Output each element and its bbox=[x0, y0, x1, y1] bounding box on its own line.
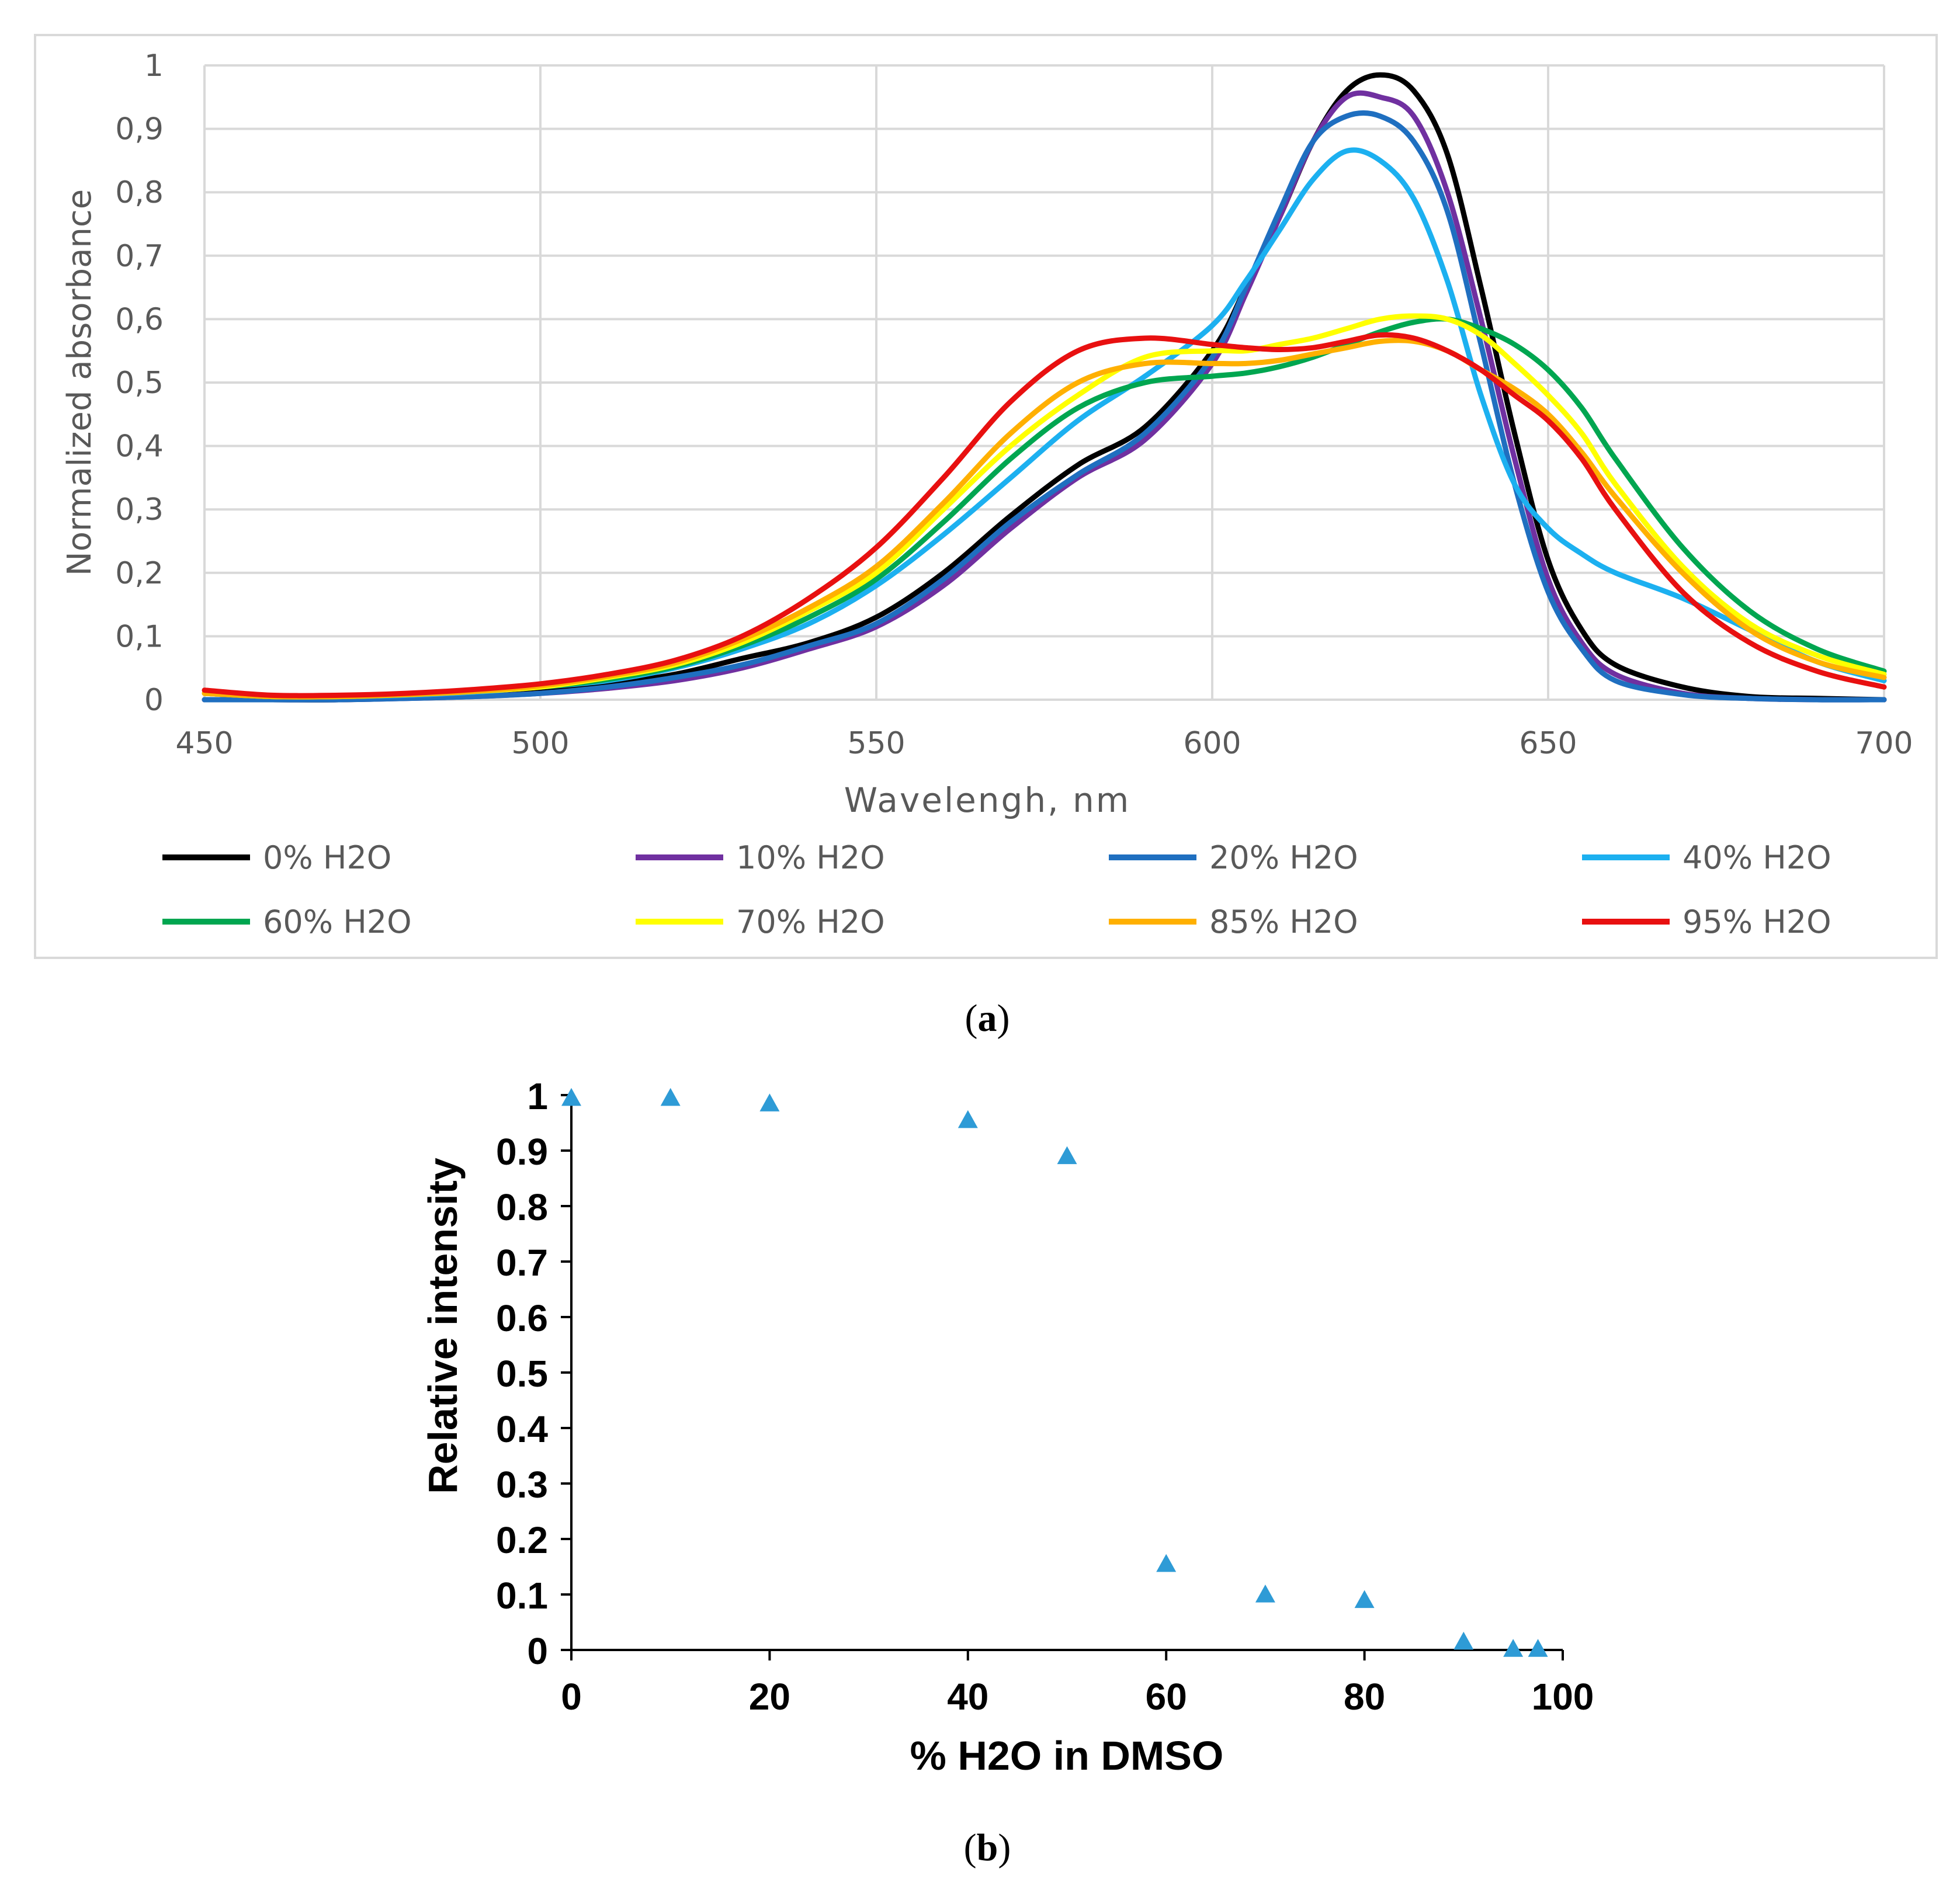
legend-label-10-h2o: 10% H2O bbox=[736, 839, 885, 876]
chart-b-y-tick-label: 0.2 bbox=[496, 1519, 548, 1561]
chart-a-x-axis-title: Wavelengh, nm bbox=[844, 780, 1130, 820]
chart-b-y-ticks: 0 0.1 0.2 0.3 0.4 0.5 0.6 0.7 0.8 0.9 1 bbox=[496, 1075, 571, 1672]
chart-b-y-tick-label: 0.6 bbox=[496, 1297, 548, 1339]
chart-a-y-tick-label: 0,2 bbox=[115, 556, 164, 591]
scatter-point bbox=[958, 1110, 978, 1128]
chart-b-points bbox=[561, 1088, 1548, 1657]
panel-b-letter: b bbox=[977, 1826, 998, 1869]
series-line-95-h2o bbox=[202, 332, 1887, 699]
chart-a-x-tick-label: 500 bbox=[511, 726, 569, 761]
chart-a: 0 0,1 0,2 0,3 0,4 0,5 0,6 0,7 0,8 0,9 1 450 500 550 6… bbox=[34, 34, 1938, 959]
series-line-20-h2o bbox=[202, 110, 1887, 703]
chart-a-gridlines bbox=[203, 64, 1885, 701]
chart-b-y-tick-label: 0.9 bbox=[496, 1131, 548, 1173]
chart-b-x-tick-label: 20 bbox=[749, 1676, 790, 1718]
chart-a-y-tick-label: 0,9 bbox=[115, 112, 164, 147]
chart-a-y-tick-label: 0,1 bbox=[115, 619, 164, 654]
chart-b-x-tick-label: 80 bbox=[1344, 1676, 1385, 1718]
chart-a-y-tick-label: 0,5 bbox=[115, 366, 164, 401]
scatter-point bbox=[1255, 1585, 1275, 1603]
scatter-point bbox=[1503, 1639, 1524, 1657]
panel-a-letter: a bbox=[978, 997, 997, 1040]
chart-a-y-tick-label: 0,6 bbox=[115, 302, 164, 337]
scatter-point bbox=[1354, 1590, 1375, 1608]
chart-b-x-tick-label: 100 bbox=[1532, 1676, 1594, 1718]
scatter-point bbox=[561, 1088, 581, 1106]
chart-a-x-tick-label: 550 bbox=[847, 726, 905, 761]
scatter-point bbox=[1453, 1631, 1474, 1650]
legend-label-20-h2o: 20% H2O bbox=[1209, 839, 1358, 876]
chart-b-y-tick-label: 1 bbox=[527, 1075, 548, 1117]
chart-a-y-tick-label: 0 bbox=[144, 683, 164, 718]
chart-b-x-tick-label: 60 bbox=[1146, 1676, 1187, 1718]
chart-b-x-tick-label: 0 bbox=[561, 1676, 582, 1718]
chart-b-y-tick-label: 0.1 bbox=[496, 1575, 548, 1617]
chart-b-y-tick-label: 0.8 bbox=[496, 1186, 548, 1228]
scatter-point bbox=[759, 1093, 780, 1111]
chart-b-x-axis-title: % H2O in DMSO bbox=[910, 1733, 1224, 1778]
chart-a-y-tick-label: 0,8 bbox=[115, 175, 164, 210]
chart-a-x-tick-label: 700 bbox=[1855, 726, 1913, 761]
scatter-point bbox=[1156, 1554, 1177, 1572]
panel-a-caption: (a) bbox=[965, 997, 1010, 1040]
chart-a-y-tick-label: 0,7 bbox=[115, 239, 164, 274]
chart-b-x-ticks: 0 20 40 60 80 100 bbox=[561, 1650, 1594, 1718]
chart-a-x-tick-labels: 450 500 550 600 650 700 bbox=[175, 726, 1913, 761]
scatter-point bbox=[660, 1088, 681, 1106]
chart-b-y-tick-label: 0.3 bbox=[496, 1464, 548, 1506]
chart-b-y-tick-label: 0.5 bbox=[496, 1353, 548, 1395]
chart-a-x-tick-label: 650 bbox=[1519, 726, 1577, 761]
legend-label-85-h2o: 85% H2O bbox=[1209, 904, 1358, 940]
legend-label-60-h2o: 60% H2O bbox=[263, 904, 412, 940]
chart-a-legend: 0% H2O 10% H2O 20% H2O 40% H2O 60% H2O 70% H2… bbox=[162, 839, 1831, 940]
chart-b-y-tick-label: 0.7 bbox=[496, 1242, 548, 1284]
chart-a-x-tick-label: 600 bbox=[1183, 726, 1241, 761]
chart-b-x-tick-label: 40 bbox=[947, 1676, 988, 1718]
legend-label-40-h2o: 40% H2O bbox=[1683, 839, 1831, 876]
chart-a-series bbox=[202, 72, 1887, 703]
chart-a-x-tick-label: 450 bbox=[175, 726, 233, 761]
chart-b: 0 0.1 0.2 0.3 0.4 0.5 0.6 0.7 0.8 0.9 1 0 20 40 60 80 1… bbox=[420, 1075, 1594, 1778]
chart-a-y-tick-label: 0,4 bbox=[115, 429, 164, 464]
chart-a-y-axis-title: Normalized absorbance bbox=[61, 189, 99, 576]
scatter-point bbox=[1528, 1639, 1548, 1657]
chart-b-y-tick-label: 0.4 bbox=[496, 1408, 548, 1450]
chart-b-y-axis-title: Relative intensity bbox=[420, 1158, 466, 1494]
scatter-point bbox=[1057, 1146, 1077, 1165]
legend-label-0-h2o: 0% H2O bbox=[263, 839, 391, 876]
legend-label-70-h2o: 70% H2O bbox=[736, 904, 885, 940]
chart-a-y-tick-label: 0,3 bbox=[115, 492, 164, 527]
chart-a-y-tick-label: 1 bbox=[144, 48, 164, 84]
chart-a-y-tick-labels: 0 0,1 0,2 0,3 0,4 0,5 0,6 0,7 0,8 0,9 1 bbox=[115, 48, 164, 718]
panel-b-caption: (b) bbox=[964, 1826, 1011, 1869]
chart-b-y-tick-label: 0 bbox=[527, 1630, 548, 1672]
legend-label-95-h2o: 95% H2O bbox=[1683, 904, 1831, 940]
